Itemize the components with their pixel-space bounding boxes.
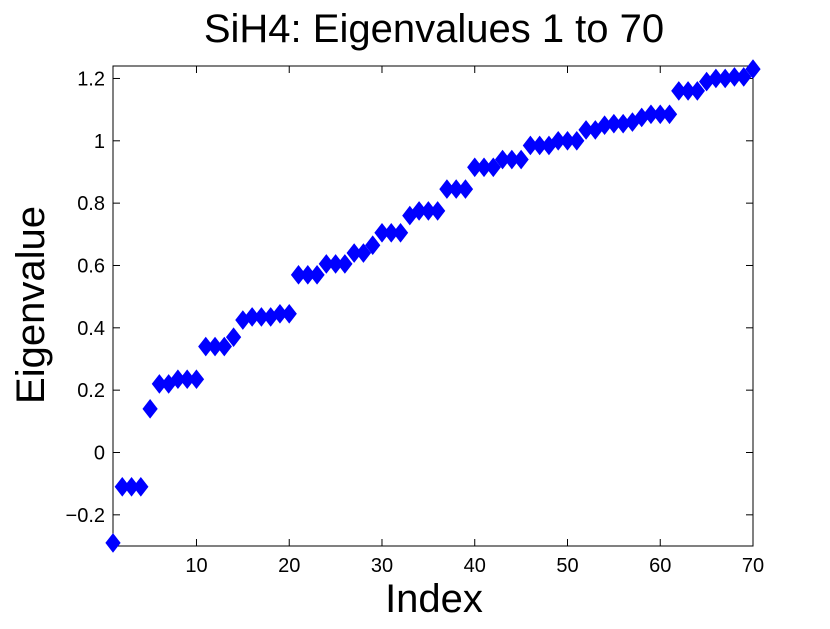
y-tick-label: 0.6	[77, 255, 105, 277]
data-point	[188, 369, 205, 390]
data-point	[661, 104, 678, 125]
data-point	[281, 303, 297, 324]
y-tick-label: 1.2	[77, 68, 105, 90]
axis-ticks: 10 20 30 40 50 60 70 −0.2 0 0.2 0.4 0.6 0.8 1 1.2	[66, 66, 764, 577]
y-tick-label: 0.2	[77, 380, 105, 402]
data-point	[689, 81, 705, 101]
plot-area-frame	[112, 65, 754, 547]
data-point	[309, 265, 325, 285]
y-tick-label: 0.8	[77, 193, 105, 215]
data-point	[513, 149, 529, 170]
x-tick-label: 30	[371, 555, 393, 577]
data-point	[142, 399, 158, 419]
data-point	[736, 67, 752, 87]
x-tick-label: 40	[464, 555, 486, 577]
y-tick-label: 0.4	[77, 318, 105, 340]
y-tick-label: −0.2	[66, 505, 105, 527]
data-point	[569, 130, 585, 151]
data-point	[365, 235, 381, 256]
x-tick-label: 60	[649, 555, 671, 577]
data-point	[133, 476, 149, 497]
data-point	[745, 59, 761, 79]
data-point	[105, 533, 121, 553]
chart-title: SiH4: Eigenvalues 1 to 70	[204, 7, 664, 51]
data-point	[430, 201, 446, 221]
y-tick-label: 1	[94, 131, 105, 153]
x-axis-title: Index	[385, 577, 483, 621]
data-points	[105, 59, 761, 553]
data-point	[216, 336, 232, 357]
data-point	[337, 254, 353, 274]
data-point	[225, 327, 242, 347]
data-point	[392, 222, 409, 243]
x-tick-label: 50	[556, 555, 578, 577]
y-tick-label: 0	[94, 442, 105, 464]
data-point	[355, 243, 372, 263]
y-axis-title: Eigenvalue	[9, 206, 53, 404]
x-tick-label: 10	[185, 555, 207, 577]
x-tick-label: 20	[278, 555, 300, 577]
data-point	[485, 157, 501, 178]
x-tick-label: 70	[742, 555, 764, 577]
data-point	[457, 179, 474, 199]
